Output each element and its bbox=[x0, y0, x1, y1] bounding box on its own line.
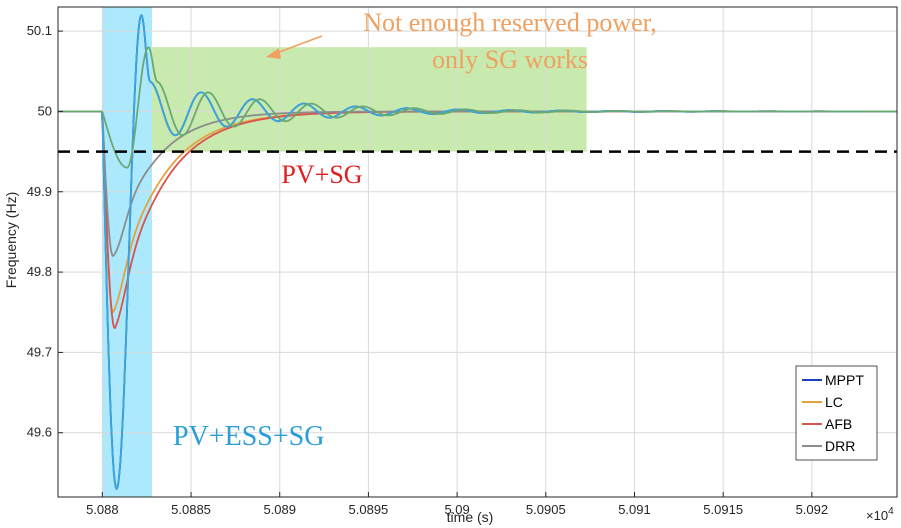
x-exponent-base: ×10 bbox=[866, 508, 888, 523]
region-1 bbox=[152, 47, 587, 152]
arrow-shaft bbox=[273, 35, 323, 55]
shaded-regions bbox=[102, 7, 587, 497]
annotation-reserved-line2: only SG works bbox=[432, 45, 588, 74]
x-tick-label-7: 5.0915 bbox=[703, 502, 743, 517]
legend-label-drr: DRR bbox=[825, 438, 855, 454]
grid-lines bbox=[58, 7, 897, 497]
x-tick-label-2: 5.089 bbox=[263, 502, 296, 517]
y-tick-label-5: 50.1 bbox=[27, 23, 52, 38]
series-lines bbox=[58, 14, 897, 490]
annotation-reserved-line1: Not enough reserved power, bbox=[363, 8, 657, 37]
legend-label-mppt: MPPT bbox=[825, 372, 864, 388]
x-tick-label-5: 5.0905 bbox=[526, 502, 566, 517]
plot-frame bbox=[57, 6, 898, 498]
region-0 bbox=[102, 7, 153, 497]
arrow-head bbox=[266, 48, 281, 59]
legend-label-afb: AFB bbox=[825, 416, 852, 432]
y-tick-label-1: 49.7 bbox=[27, 344, 52, 359]
annotation-arrow bbox=[266, 35, 323, 59]
annotation-pv-sg: PV+SG bbox=[281, 160, 362, 189]
x-tick-label-4: 5.09 bbox=[444, 502, 469, 517]
axis-ticks: 5.088 5.0885 5.089 5.0895 5.09 5.0905 5.091 5.0… bbox=[27, 23, 828, 517]
x-tick-label-3: 5.0895 bbox=[349, 502, 389, 517]
x-exponent-power: 4 bbox=[888, 506, 894, 517]
x-tick-label-8: 5.092 bbox=[796, 502, 829, 517]
annotation-pv-ess-sg: PV+ESS+SG bbox=[173, 421, 324, 452]
x-tick-label-1: 5.0885 bbox=[171, 502, 211, 517]
y-axis-label: Frequency (Hz) bbox=[3, 192, 19, 288]
y-tick-label-0: 49.6 bbox=[27, 425, 52, 440]
y-tick-label-3: 49.9 bbox=[27, 184, 52, 199]
legend-label-lc: LC bbox=[825, 394, 843, 410]
x-axis-exponent: ×104 bbox=[866, 506, 894, 523]
legend-box bbox=[795, 365, 878, 461]
series-line-extra-5 bbox=[58, 46, 897, 169]
x-tick-label-6: 5.091 bbox=[618, 502, 651, 517]
legend: MPPT LC AFB DRR bbox=[795, 365, 878, 461]
y-tick-label-2: 49.8 bbox=[27, 264, 52, 279]
x-tick-label-0: 5.088 bbox=[86, 502, 119, 517]
x-axis-label: time (s) bbox=[447, 509, 494, 525]
y-tick-label-4: 50 bbox=[38, 103, 52, 118]
